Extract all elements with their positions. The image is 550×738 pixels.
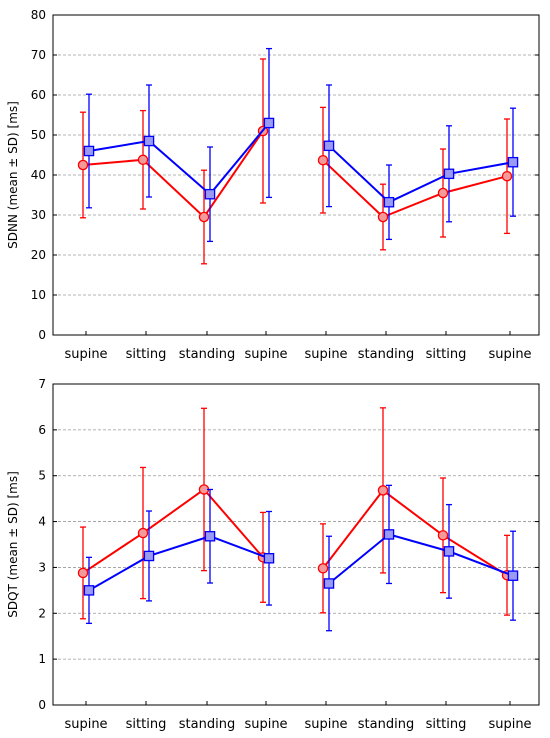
data-point [83, 145, 95, 157]
x-tick-label: sitting [426, 717, 467, 732]
data-point [77, 159, 89, 171]
chart-panel-2: 0 1 2 3 4 5 6 7 supine sitting standing supine supin… [6, 377, 540, 732]
data-point [501, 170, 513, 182]
plot-frame [52, 383, 540, 706]
y-tick-label: 1 [38, 652, 46, 666]
series-line [322, 488, 508, 577]
x-tick-label: standing [358, 347, 414, 362]
data-point [507, 156, 519, 168]
y-tick-label: 60 [31, 88, 46, 102]
series-line [88, 122, 270, 196]
y-tick-label: 0 [38, 328, 46, 342]
y-axis-label: SDQT (mean ± SD) [ms] [6, 471, 20, 618]
x-tick-label: supine [244, 717, 287, 732]
data-point [77, 567, 89, 579]
y-tick-label: 70 [31, 48, 46, 62]
series-line [328, 533, 514, 585]
series-line [328, 145, 514, 204]
data-point [443, 168, 455, 180]
x-tick-label: sitting [126, 347, 167, 362]
x-tick-label: sitting [126, 717, 167, 732]
data-point [377, 211, 389, 223]
data-point [507, 570, 519, 581]
data-point [383, 196, 395, 208]
series-2 [83, 47, 519, 243]
data-point [198, 211, 210, 223]
data-point [137, 154, 149, 166]
y-axis-label: SDNN (mean ± SD) [ms] [6, 101, 20, 249]
data-point [83, 585, 95, 596]
y-tick-label: 3 [38, 560, 46, 574]
x-tick-label: supine [304, 347, 347, 362]
y-tick-label: 6 [38, 423, 46, 437]
y-tick-label: 0 [38, 698, 46, 712]
series-line [322, 159, 508, 219]
x-tick-label: standing [358, 717, 414, 732]
series-line [88, 535, 270, 592]
data-point [204, 188, 216, 200]
data-point [143, 550, 155, 562]
data-point [137, 527, 149, 539]
data-point [437, 187, 449, 199]
x-tick-label: supine [488, 717, 531, 732]
x-tick-label: sitting [426, 347, 467, 362]
y-tick-label: 20 [31, 248, 46, 262]
y-tick-label: 50 [31, 128, 46, 142]
y-tick-label: 4 [38, 515, 46, 529]
data-point [263, 117, 275, 129]
y-tick-label: 80 [31, 8, 46, 22]
y-tick-label: 10 [31, 288, 46, 302]
x-tick-label: supine [244, 347, 287, 362]
series-line [82, 130, 264, 219]
y-tick-label: 40 [31, 168, 46, 182]
data-point [317, 563, 329, 574]
x-tick-label: standing [179, 717, 235, 732]
data-point [377, 485, 389, 496]
data-point [323, 140, 335, 152]
data-point [323, 578, 335, 589]
y-tick-label: 2 [38, 606, 46, 620]
data-point [317, 154, 329, 166]
y-tick-label: 30 [31, 208, 46, 222]
data-point [204, 530, 216, 542]
series-2 [83, 484, 519, 632]
series-line [82, 488, 264, 574]
data-point [263, 553, 275, 564]
y-tick-label: 7 [38, 377, 46, 391]
y-tick-label: 5 [38, 469, 46, 483]
x-tick-label: standing [179, 347, 235, 362]
x-tick-label: supine [64, 347, 107, 362]
data-point [383, 529, 395, 540]
x-tick-label: supine [488, 347, 531, 362]
x-tick-label: supine [64, 717, 107, 732]
x-tick-label: supine [304, 717, 347, 732]
data-point [143, 135, 155, 147]
chart-panel-1: 0 10 20 30 40 50 60 70 80 supine sitting standing su… [6, 8, 540, 362]
data-point [437, 530, 449, 541]
data-point [443, 546, 455, 557]
